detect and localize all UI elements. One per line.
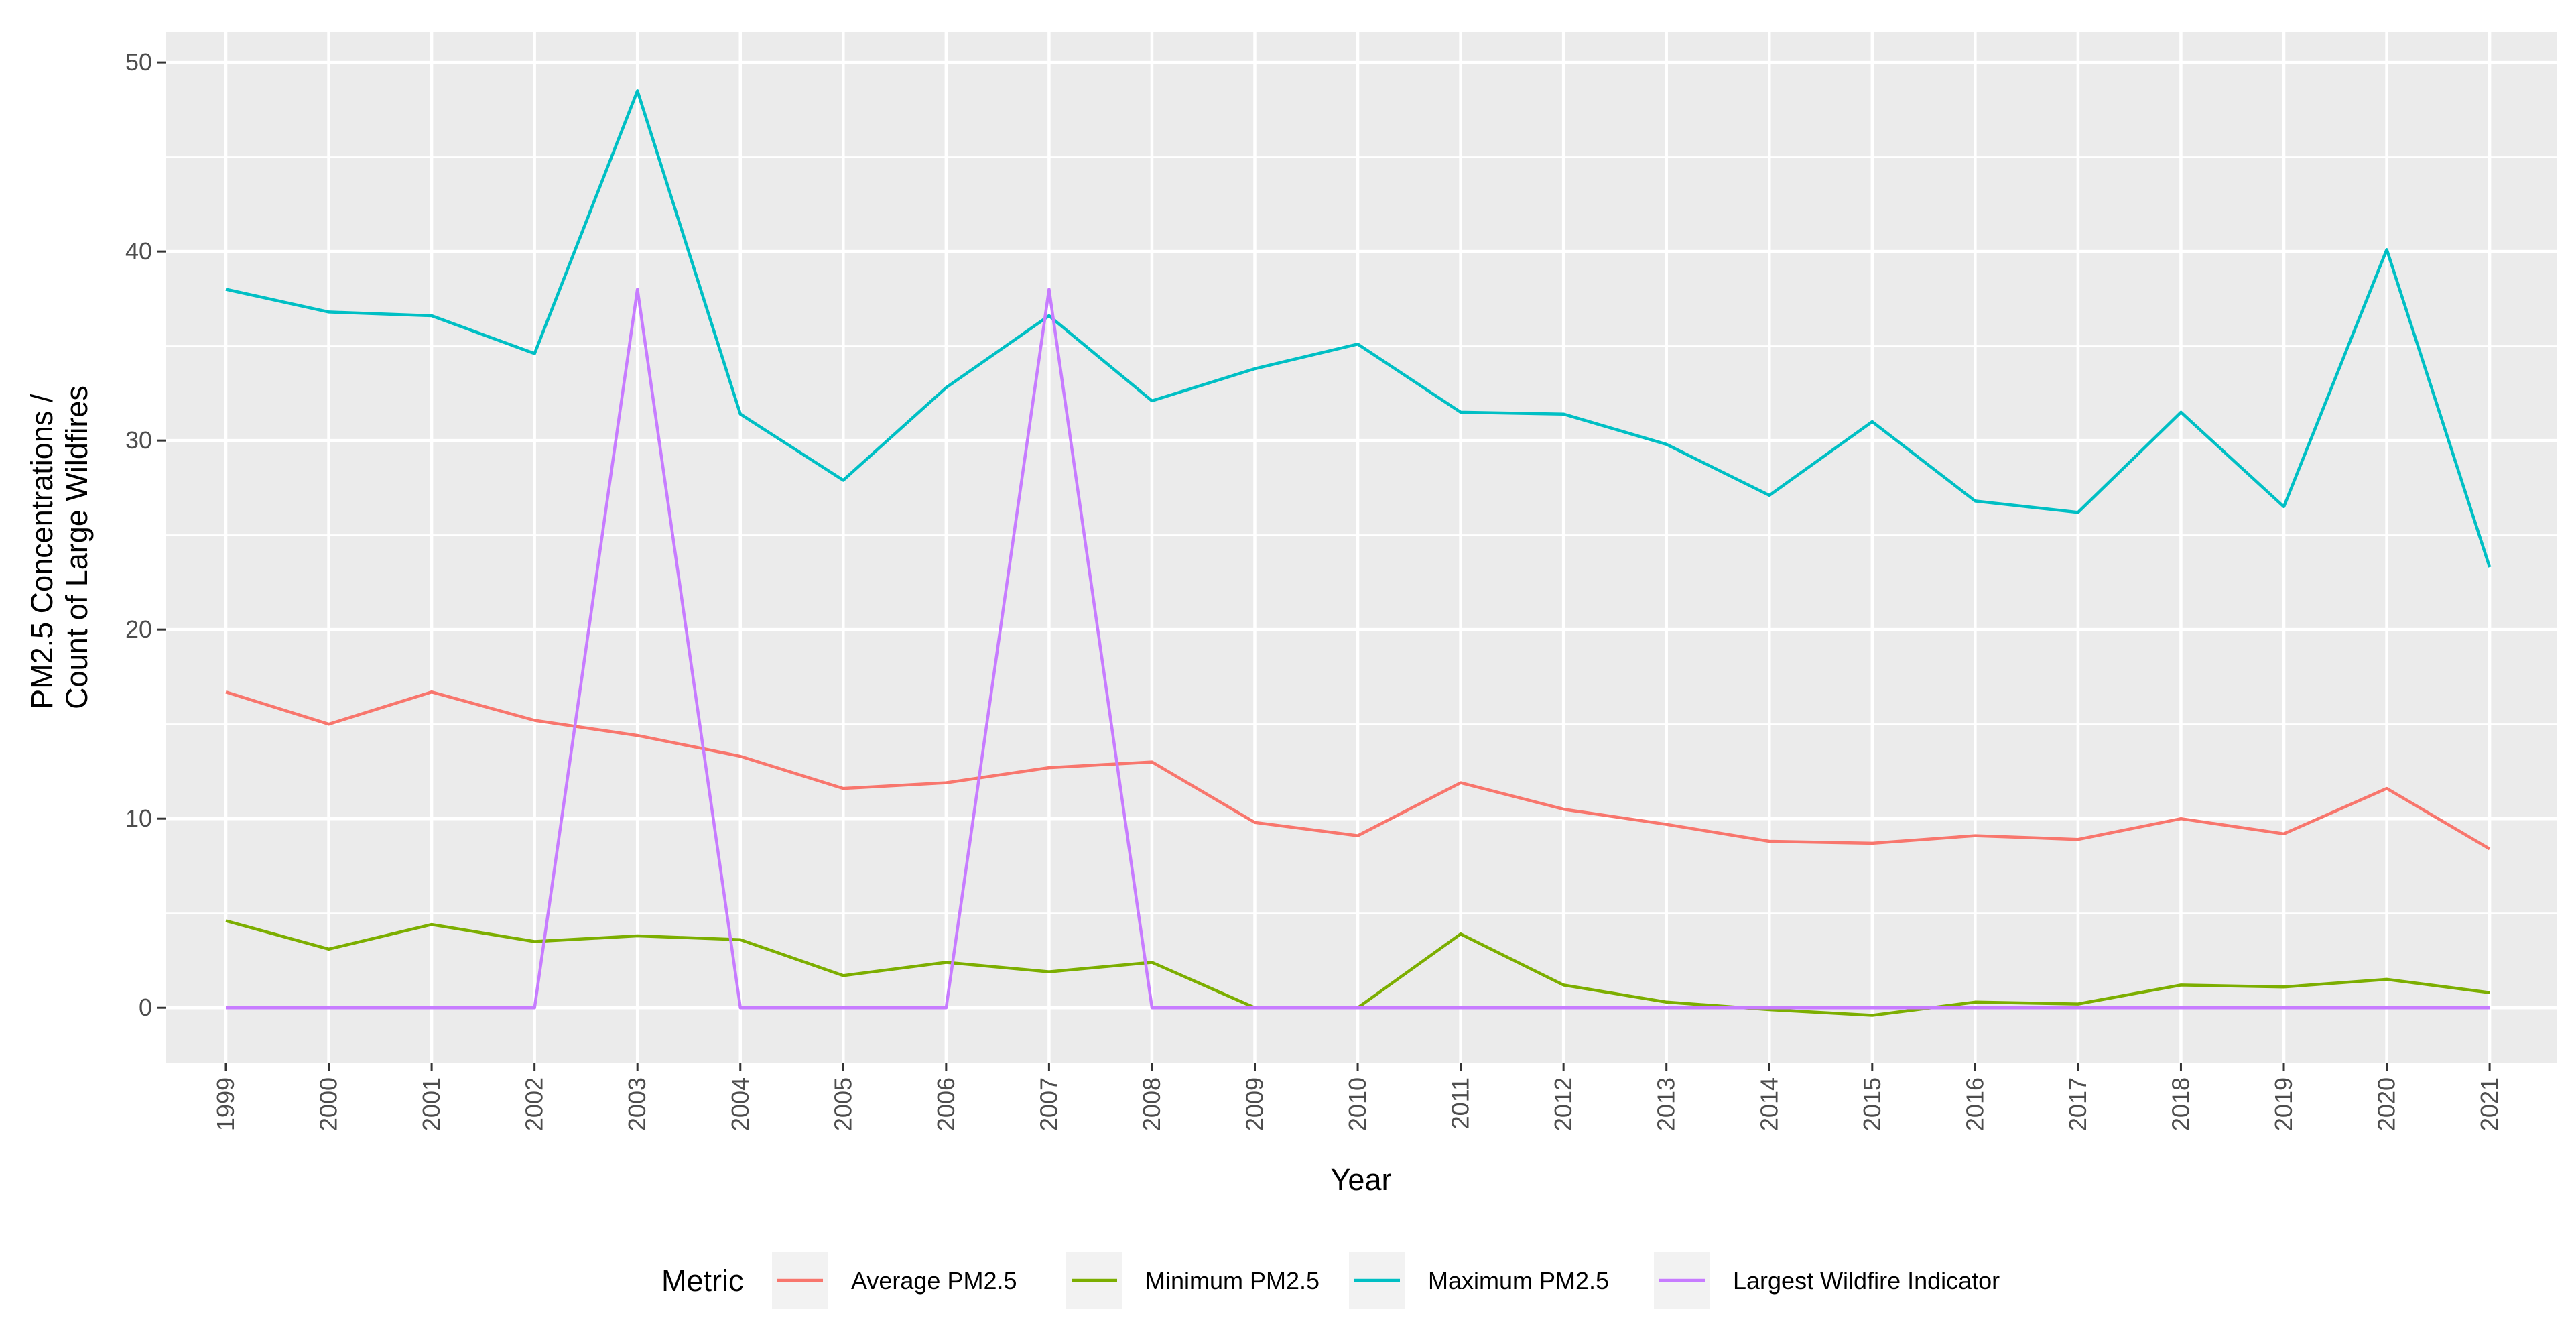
y-axis: 0 10 20 30 40 50 [125, 48, 166, 1021]
x-tick-label: 2008 [1138, 1077, 1165, 1131]
legend-label: Largest Wildfire Indicator [1733, 1267, 2000, 1295]
x-axis-title: Year [1331, 1162, 1392, 1197]
x-tick-label: 2005 [829, 1077, 856, 1131]
y-tick-label: 30 [125, 426, 152, 454]
x-tick-label: 2018 [2167, 1077, 2194, 1131]
x-tick-label: 2006 [932, 1077, 960, 1131]
y-tick-label: 40 [125, 237, 152, 265]
x-tick-label: 2021 [2475, 1077, 2503, 1131]
x-tick-label: 2009 [1241, 1077, 1269, 1131]
legend: Metric Average PM2.5 Minimum PM2.5 Maximum… [661, 1252, 2000, 1309]
x-tick-label: 2017 [2064, 1077, 2091, 1131]
legend-label: Average PM2.5 [851, 1267, 1017, 1295]
x-tick-label: 2002 [521, 1077, 548, 1131]
series-line-largest-wildfire-indicator [226, 288, 2490, 1010]
x-tick-label: 2000 [315, 1077, 342, 1131]
series-lines [225, 89, 2492, 1017]
series-line-maximum-pm2-5 [225, 89, 2492, 568]
x-tick-label: 2010 [1344, 1077, 1371, 1131]
x-tick-label: 1999 [212, 1077, 239, 1131]
legend-label: Maximum PM2.5 [1428, 1267, 1609, 1295]
x-tick-label: 2020 [2373, 1077, 2400, 1131]
x-tick-label: 2016 [1961, 1077, 1988, 1131]
major-gridlines [166, 32, 2557, 1063]
plot-panel [166, 32, 2557, 1063]
legend-title: Metric [661, 1264, 744, 1298]
x-axis: 1999 2000 2001 2002 2003 2004 2005 2006 2007 2008… [212, 1063, 2503, 1131]
x-tick-label: 2015 [1858, 1077, 1886, 1131]
y-axis-title: PM2.5 Concentrations / Count of Large Wi… [25, 385, 94, 709]
x-tick-label: 2004 [726, 1077, 754, 1131]
x-tick-label: 2011 [1447, 1077, 1474, 1129]
y-axis-title-line-2: Count of Large Wildfires [60, 385, 94, 709]
y-tick-label: 0 [139, 994, 152, 1021]
x-tick-label: 2014 [1755, 1077, 1783, 1131]
y-tick-label: 10 [125, 804, 152, 832]
y-tick-label: 50 [125, 48, 152, 76]
legend-label: Minimum PM2.5 [1145, 1267, 1319, 1295]
y-axis-title-line-1: PM2.5 Concentrations / [25, 394, 59, 709]
x-tick-label: 2019 [2270, 1077, 2297, 1131]
x-tick-label: 2012 [1549, 1077, 1577, 1131]
x-tick-label: 2001 [417, 1077, 445, 1131]
x-tick-label: 2013 [1653, 1077, 1680, 1131]
y-tick-label: 20 [125, 615, 152, 643]
x-tick-label: 2007 [1035, 1077, 1062, 1131]
series-line-average-pm2-5 [225, 690, 2491, 851]
x-tick-label: 2003 [623, 1077, 651, 1131]
